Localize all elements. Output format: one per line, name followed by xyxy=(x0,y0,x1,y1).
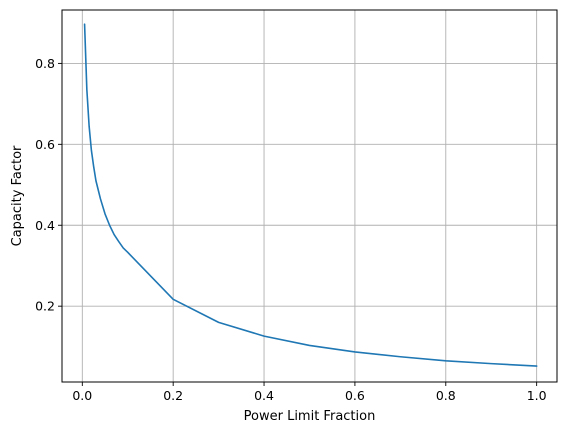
y-tick-label: 0.2 xyxy=(35,299,55,314)
x-tick-label: 0.8 xyxy=(436,388,456,403)
grid xyxy=(62,10,557,382)
x-axis-label: Power Limit Fraction xyxy=(244,409,376,424)
x-tick-label: 0.6 xyxy=(345,388,365,403)
x-tick-label: 0.2 xyxy=(163,388,183,403)
y-tick-label: 0.4 xyxy=(35,218,55,233)
y-tick-label: 0.6 xyxy=(35,137,55,152)
x-tick-label: 1.0 xyxy=(527,388,547,403)
series-layer xyxy=(83,23,538,367)
y-tick-label: 0.8 xyxy=(35,56,55,71)
ticks: 0.0 0.2 0.4 0.6 0.8 1.0 0.2 0.4 0.6 0.8 xyxy=(35,56,547,403)
y-axis-label: Capacity Factor xyxy=(10,145,25,246)
x-tick-label: 0.0 xyxy=(72,388,92,403)
x-tick-label: 0.4 xyxy=(254,388,274,403)
plot-frame xyxy=(61,9,558,383)
series-line xyxy=(83,23,538,367)
